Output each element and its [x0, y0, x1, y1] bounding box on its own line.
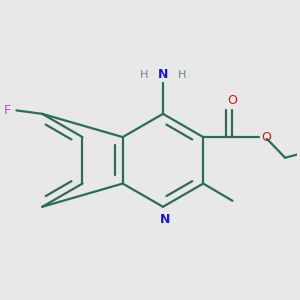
Text: F: F	[4, 104, 11, 117]
Text: N: N	[160, 213, 170, 226]
Text: O: O	[227, 94, 237, 107]
Text: H: H	[140, 70, 148, 80]
Text: N: N	[158, 68, 168, 81]
Text: O: O	[261, 130, 271, 144]
Text: H: H	[178, 70, 186, 80]
